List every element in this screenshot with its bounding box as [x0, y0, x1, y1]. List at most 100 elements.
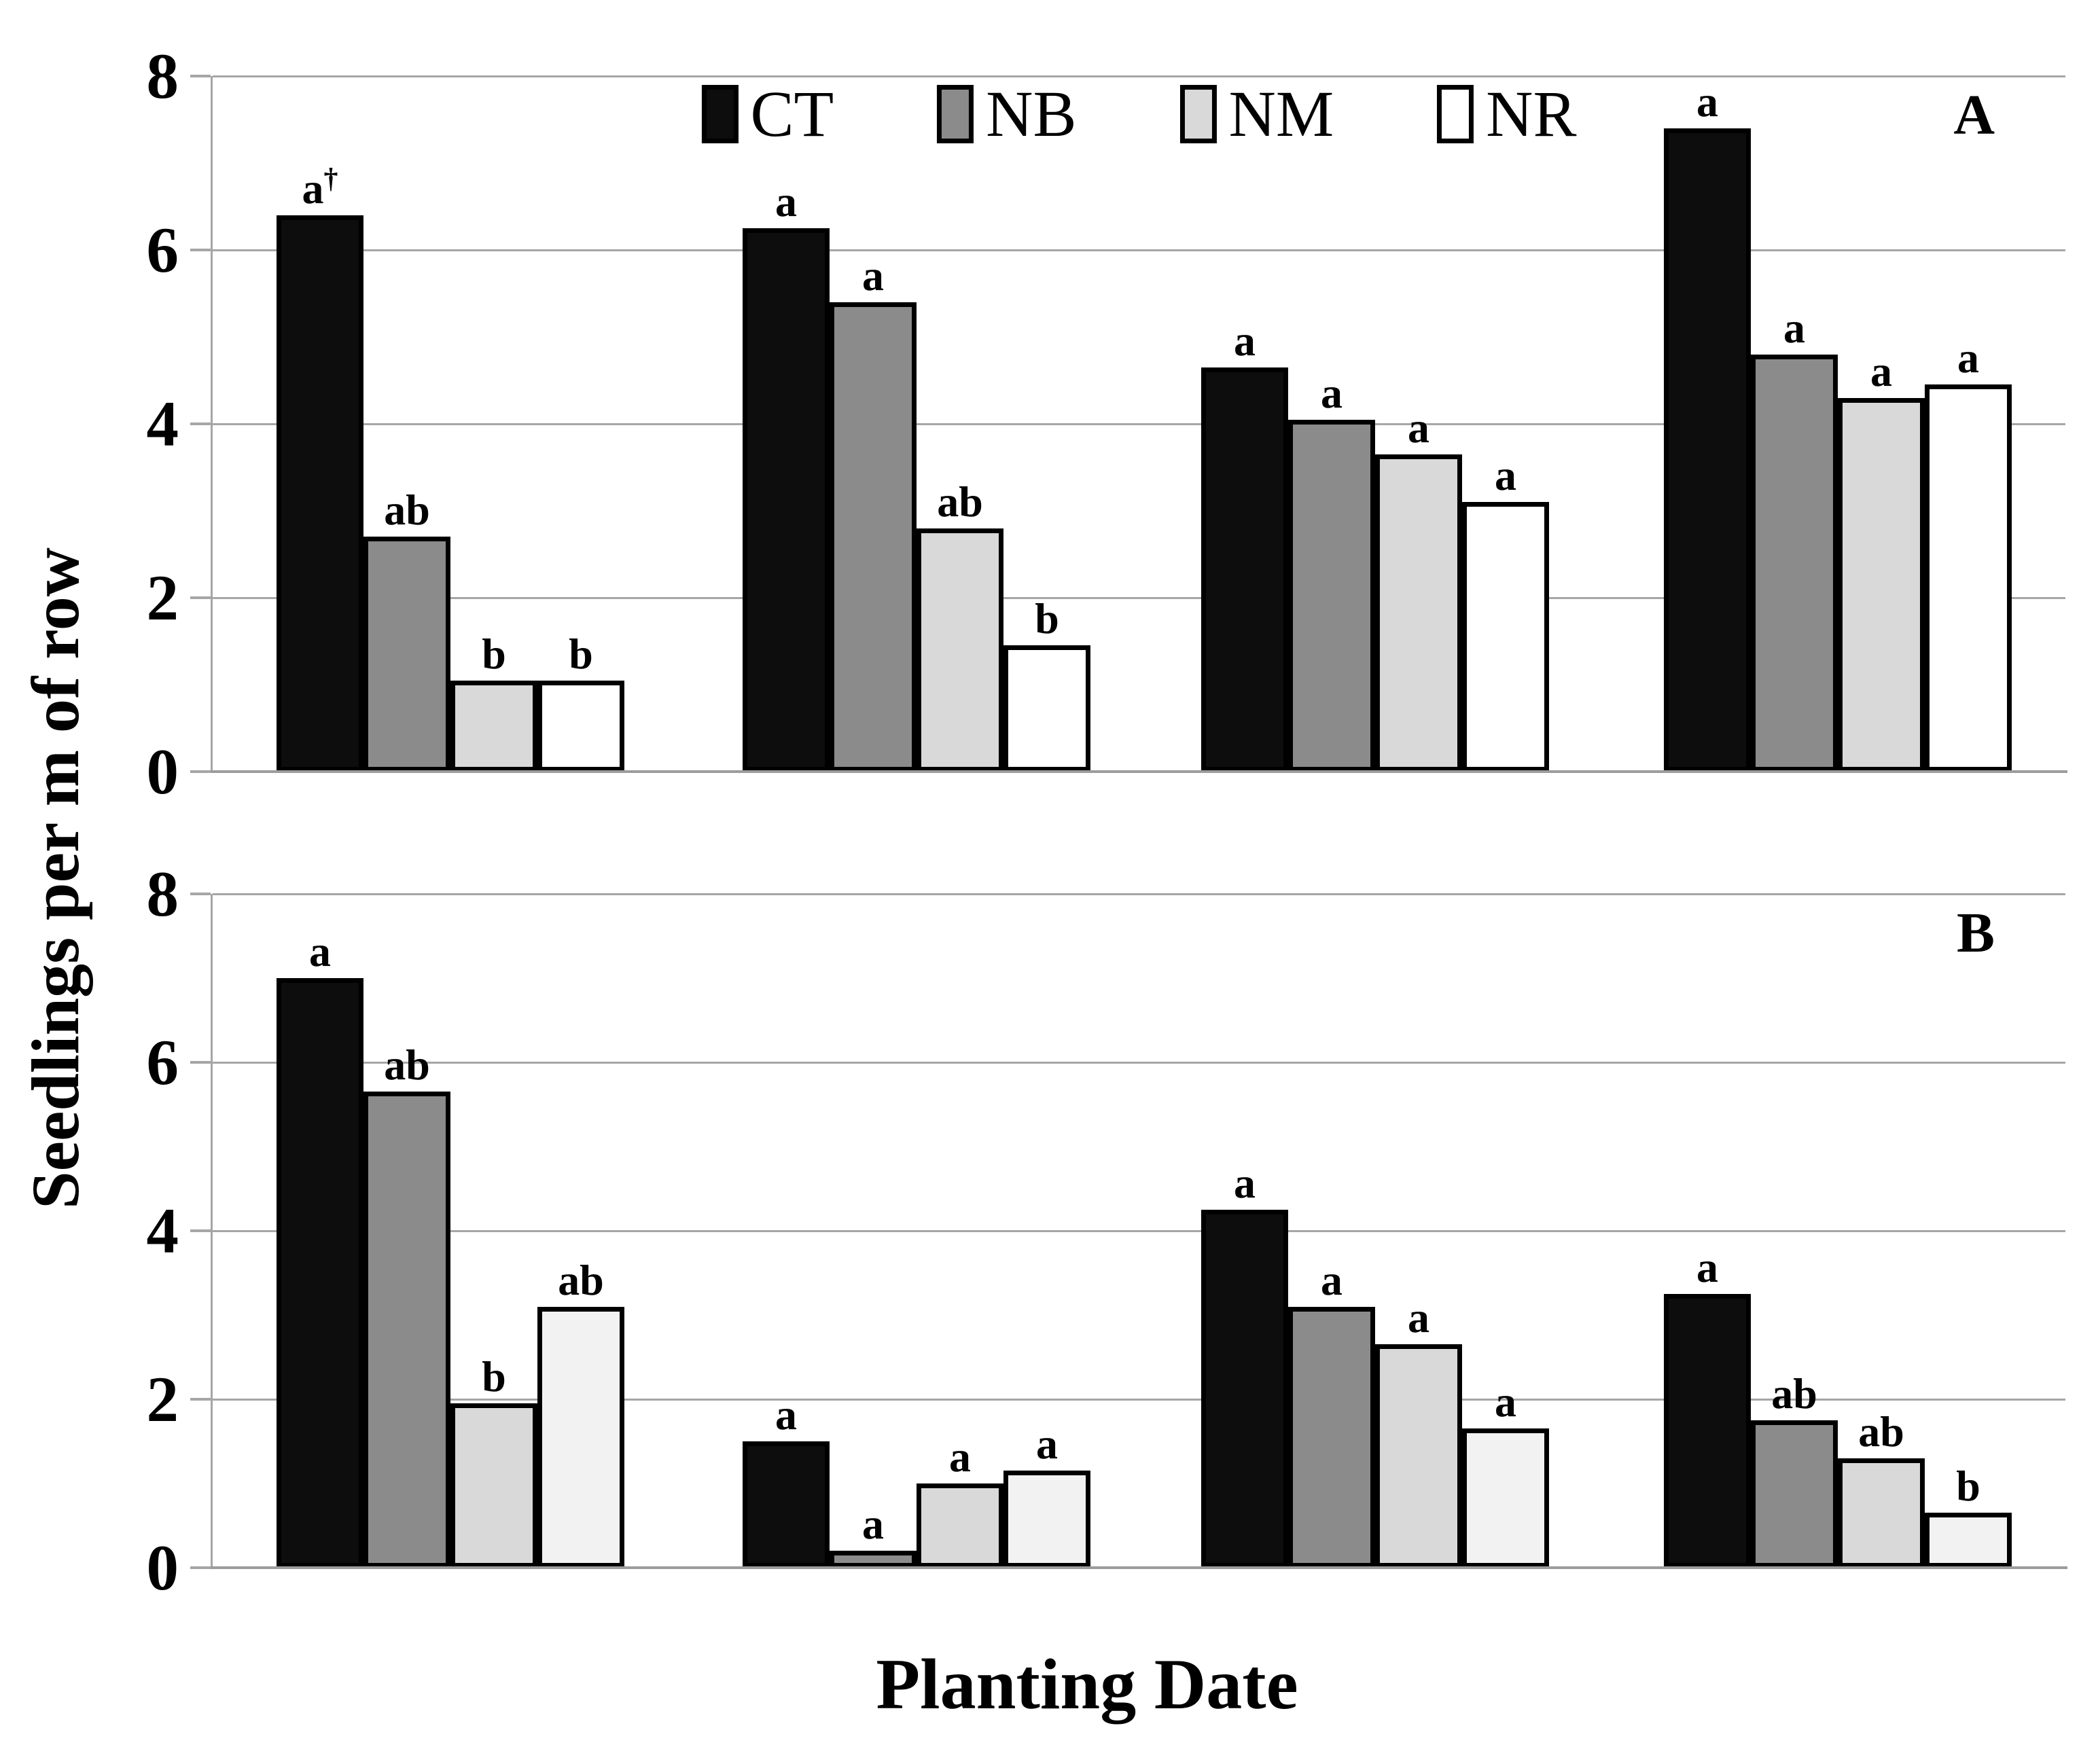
y-tick-mark-6: [190, 249, 211, 251]
y-tick-label-4: 4: [146, 388, 179, 460]
sig-letter-ct-group1: a†: [302, 163, 338, 213]
sig-letter-nr-group4: b: [1956, 1462, 1980, 1510]
gridline-y2: [213, 597, 2065, 599]
legend-item-nb: NB: [937, 80, 1076, 148]
legend-label-nb: NB: [986, 77, 1077, 150]
sig-letter-nr-group1: b: [569, 630, 593, 678]
y-tick-mark-4: [190, 422, 211, 425]
sig-letter-nb-group3: a: [1321, 369, 1343, 417]
legend-label-ct: CT: [750, 77, 834, 150]
panel-b-plot-area: B 0 2 4 6 8 a a a a ab a a ab b a a ab ab a a b: [147, 859, 2067, 1603]
sig-letter-nm-group2: ab: [937, 478, 983, 526]
y-tick-label-8: 8: [146, 40, 179, 112]
gridline-y2: [213, 1399, 2065, 1401]
bar-nm-group2: [917, 528, 1003, 772]
sig-letter-nb-group4: ab: [1771, 1369, 1817, 1418]
bar-ct-group2: [743, 228, 830, 772]
y-tick-mark-0: [190, 770, 211, 773]
bar-nm-group3: [1375, 1344, 1462, 1568]
sig-letter-ct-group4: a: [1696, 1243, 1718, 1291]
sig-letter-nm-group3: a: [1408, 1293, 1429, 1342]
bar-ct-group1: [277, 215, 363, 772]
bar-nr-group3: [1462, 1428, 1549, 1568]
legend-label-nm: NM: [1228, 77, 1334, 150]
bar-ct-group2: [743, 1441, 830, 1568]
bar-nb-group1: [363, 537, 450, 772]
legend-swatch-ct: [701, 85, 739, 143]
bar-nr-group3: [1462, 502, 1549, 772]
x-axis-line: [211, 770, 2067, 773]
legend-swatch-nr: [1437, 85, 1474, 143]
bar-nm-group1: [450, 1403, 537, 1568]
gridline-y8: [213, 893, 2065, 895]
gridline-y6: [213, 249, 2065, 251]
bar-ct-group3: [1201, 1210, 1288, 1568]
bar-nb-group4: [1751, 355, 1838, 772]
y-tick-label-6: 6: [146, 214, 179, 286]
x-axis-title: Planting Date: [876, 1644, 1298, 1724]
x-axis-line: [211, 1566, 2067, 1569]
bar-nb-group2: [830, 302, 917, 772]
y-tick-label-2: 2: [146, 562, 179, 634]
dagger-footnote-marker: †: [323, 163, 338, 195]
bar-ct-group3: [1201, 367, 1288, 772]
bar-nr-group2: [1003, 1471, 1090, 1568]
sig-letter-nr-group2: b: [1035, 594, 1059, 643]
bar-nr-group4: [1925, 384, 2012, 772]
bar-nb-group4: [1751, 1420, 1838, 1568]
bar-nr-group1: [537, 1307, 624, 1568]
sig-letter-ct-group3: a: [1234, 317, 1256, 365]
sig-letter-nb-group3: a: [1321, 1256, 1343, 1304]
y-tick-label-8: 8: [146, 858, 179, 930]
sig-letter-ct-group3: a: [1234, 1159, 1256, 1207]
sig-letter-ct-group1: a: [309, 927, 331, 975]
sig-letter-nr-group4: a: [1957, 334, 1979, 382]
sig-letter-ct-group4: a: [1696, 77, 1718, 126]
sig-letter-nb-group2: a: [862, 251, 884, 300]
y-axis-line: [211, 894, 213, 1569]
y-tick-mark-8: [190, 893, 211, 895]
y-tick-label-4: 4: [146, 1195, 179, 1267]
y-tick-mark-8: [190, 75, 211, 77]
y-tick-label-6: 6: [146, 1026, 179, 1098]
y-tick-mark-4: [190, 1229, 211, 1232]
gridline-y8: [213, 75, 2065, 77]
legend-item-ct: CT: [701, 80, 834, 148]
sig-letter-nm-group4: a: [1870, 347, 1892, 395]
sig-letter-nm-group1: b: [482, 630, 506, 678]
y-tick-label-2: 2: [146, 1363, 179, 1435]
bar-nb-group2: [830, 1551, 917, 1568]
gridline-y4: [213, 1230, 2065, 1232]
y-tick-label-0: 0: [146, 1532, 179, 1604]
legend-item-nm: NM: [1179, 80, 1334, 148]
legend-swatch-nm: [1179, 85, 1217, 143]
sig-letter-nb-group2: a: [862, 1500, 884, 1548]
panel-a-label: A: [1953, 84, 1995, 147]
panel-b-label: B: [1956, 901, 1995, 965]
panel-a-plot-area: CT NB NM NR A 0 2 4 6 8 a† a a a ab a a a b ab a a b b a a: [147, 41, 2067, 807]
bar-nb-group3: [1288, 420, 1375, 772]
legend-swatch-nb: [937, 85, 974, 143]
bar-nb-group3: [1288, 1307, 1375, 1568]
bar-nm-group3: [1375, 454, 1462, 772]
y-tick-mark-0: [190, 1566, 211, 1569]
bar-nr-group2: [1003, 645, 1090, 772]
sig-letter-nm-group4: ab: [1858, 1407, 1904, 1456]
bar-ct-group4: [1664, 128, 1751, 772]
sig-letter-nr-group2: a: [1036, 1420, 1058, 1468]
bar-ct-group4: [1664, 1294, 1751, 1568]
sig-letter-ct-group2: a: [775, 177, 797, 226]
bar-nb-group1: [363, 1092, 450, 1568]
gridline-y6: [213, 1062, 2065, 1064]
bar-ct-group1: [277, 978, 363, 1568]
legend: CT NB NM NR: [701, 77, 1577, 150]
y-tick-label-0: 0: [146, 736, 179, 808]
sig-letter-nr-group3: a: [1495, 451, 1516, 499]
y-tick-mark-2: [190, 1398, 211, 1401]
sig-letter-ct-group2: a: [775, 1390, 797, 1439]
sig-letter-nm-group3: a: [1408, 403, 1429, 452]
bar-nr-group4: [1925, 1513, 2012, 1568]
y-tick-mark-2: [190, 596, 211, 599]
legend-label-nr: NR: [1486, 77, 1577, 150]
